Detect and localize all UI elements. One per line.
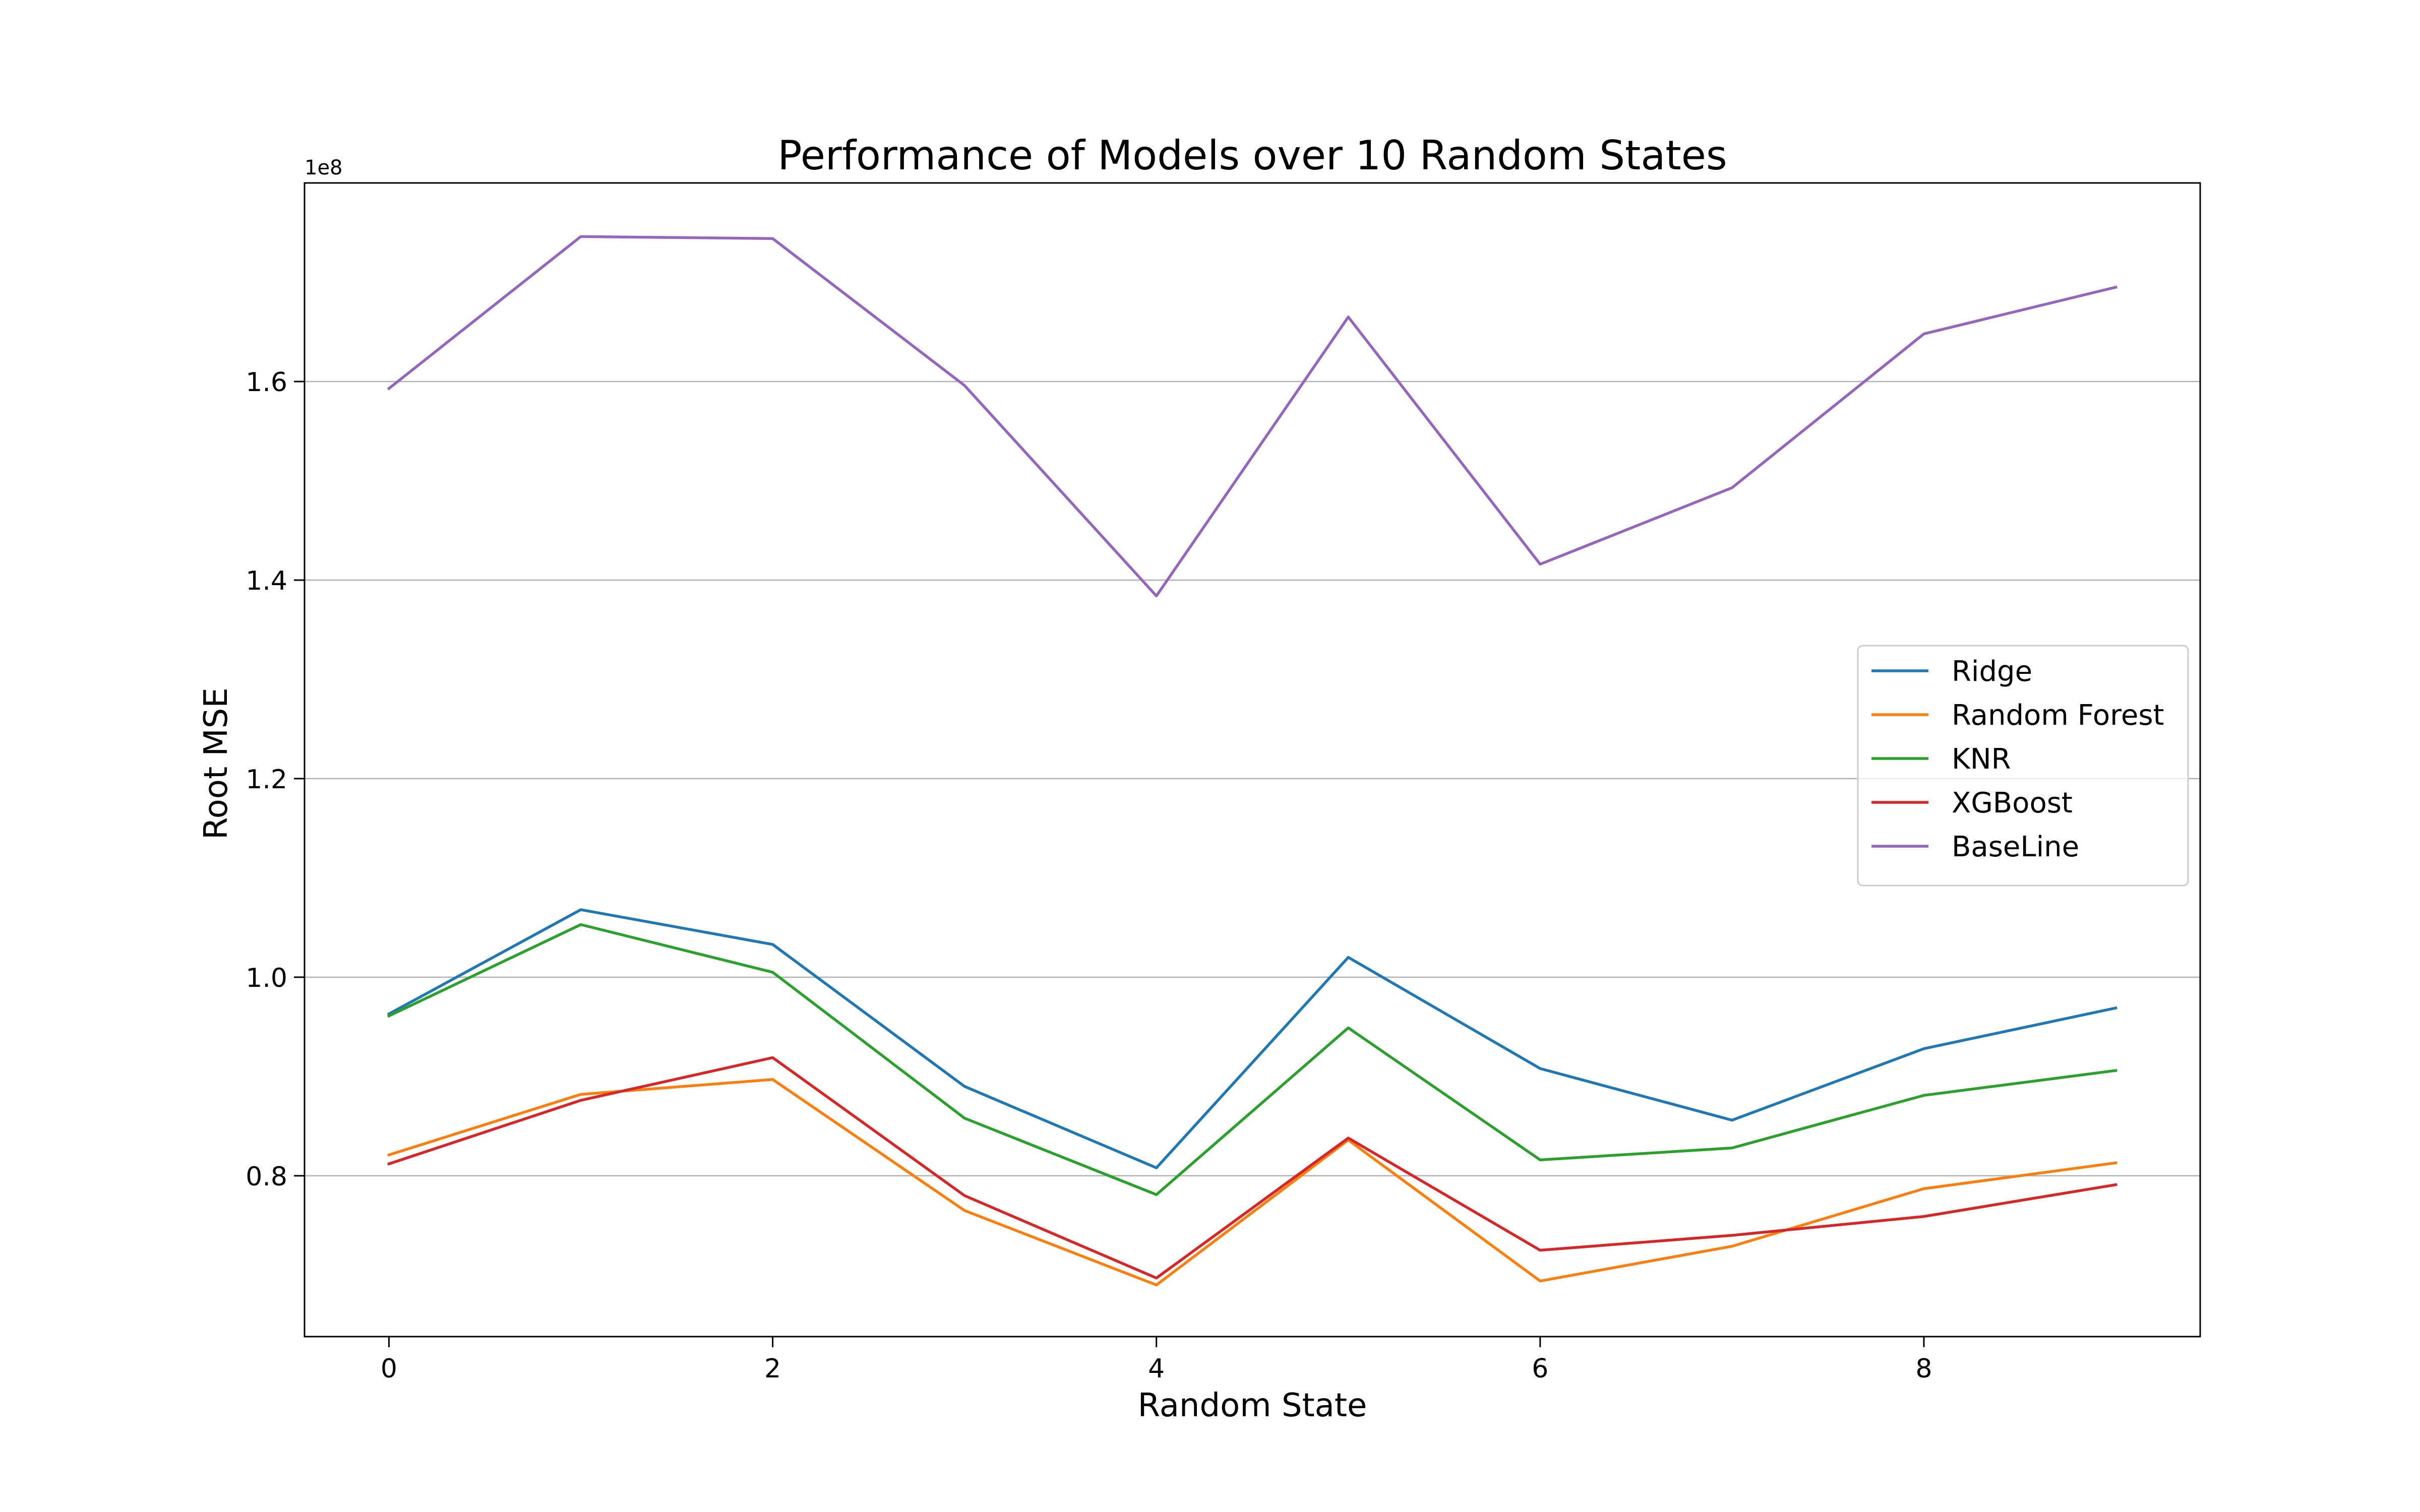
series-line-baseline [387,235,2118,598]
series-lines [387,235,2118,1287]
series-line-ridge [387,908,2118,1169]
y-axis-ticks: 0.8 1.0 1.2 1.4 1.6 [246,367,305,1192]
x-axis-ticks: 0 2 4 6 8 [381,1337,1932,1384]
legend-label-random-forest: Random Forest [1952,699,2164,732]
x-tick-label: 0 [381,1354,397,1384]
chart-title: Performance of Models over 10 Random Sta… [777,132,1727,179]
legend: Ridge Random Forest KNR XGBoost BaseLine [1857,645,2189,887]
y-axis-label: Root MSE [198,687,235,840]
x-tick-label: 4 [1148,1354,1165,1384]
x-tick-label: 2 [764,1354,781,1384]
y-tick-label: 0.8 [246,1162,287,1192]
legend-label-xgboost: XGBoost [1952,787,2073,820]
series-line-random-forest [387,1078,2118,1287]
x-tick-label: 6 [1532,1354,1548,1384]
legend-label-ridge: Ridge [1952,655,2032,688]
series-line-xgboost [387,1056,2118,1280]
x-tick-label: 8 [1915,1354,1932,1384]
y-tick-label: 1.2 [246,765,287,795]
y-axis-offset-label: 1e8 [305,156,343,179]
legend-box [1857,645,2189,887]
plot-area [304,182,2201,1338]
y-tick-label: 1.6 [246,367,287,398]
x-axis-label: Random State [1138,1387,1367,1424]
legend-label-baseline: BaseLine [1952,831,2079,863]
legend-label-knr: KNR [1952,743,2011,776]
series-line-knr [387,923,2118,1196]
y-tick-label: 1.4 [246,566,287,596]
y-tick-label: 1.0 [246,963,287,993]
